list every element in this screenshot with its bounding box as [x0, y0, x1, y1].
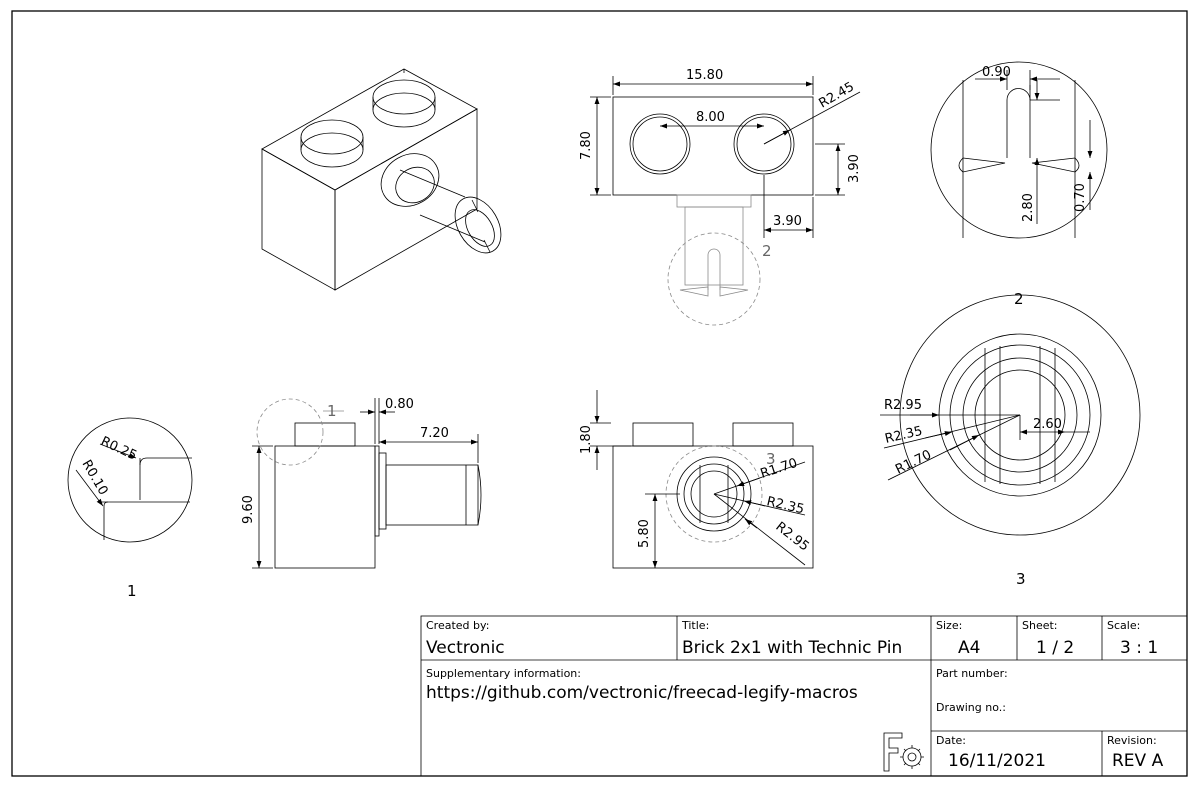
- front-pin-inner: [690, 470, 738, 518]
- date-value: 16/11/2021: [948, 751, 1046, 771]
- detail-1-boundary: [67, 417, 193, 543]
- dim-detail3-r3: R1.70: [893, 447, 934, 477]
- dim-front-r1: R1.70: [759, 456, 800, 482]
- part-number-label: Part number:: [936, 667, 1008, 680]
- dim-top-radius: R2.45: [817, 79, 857, 111]
- detail-2-view: 0.90 2.80 0.70 2: [930, 61, 1108, 308]
- sheet-label: Sheet:: [1022, 619, 1058, 632]
- dim-side-height: 9.60: [241, 495, 256, 524]
- detail-2-label: 2: [1014, 290, 1024, 308]
- detail-3-view: R2.95 R2.35 R1.70 2.60 3: [880, 294, 1141, 588]
- title-value: Brick 2x1 with Technic Pin: [682, 638, 902, 658]
- dim-detail2-length: 2.80: [1021, 193, 1036, 222]
- top-stud-circle-1: [629, 113, 691, 175]
- iso-stud-1: [300, 119, 364, 155]
- dim-front-pin-height: 5.80: [637, 519, 652, 548]
- dim-top-offset-x: 3.90: [773, 214, 802, 229]
- side-view: 1 0.80 7.20 9.60: [241, 397, 482, 569]
- scale-label: Scale:: [1107, 619, 1140, 632]
- dim-front-r3: R2.95: [773, 519, 812, 554]
- title-label: Title:: [681, 619, 709, 632]
- dim-side-pin: 7.20: [420, 426, 449, 441]
- created-by-value: Vectronic: [426, 638, 505, 658]
- iso-pin-end: [454, 196, 502, 254]
- detail-1-circle: [256, 398, 324, 466]
- detail-2-boundary: [930, 61, 1108, 239]
- side-body: [274, 445, 376, 569]
- dim-detail2-width: 0.90: [982, 65, 1011, 80]
- sheet-frame: [11, 10, 1188, 777]
- created-by-label: Created by:: [426, 619, 489, 632]
- top-stud-circle-2: [733, 113, 795, 175]
- dim-detail1-r2: R0.10: [79, 458, 111, 498]
- sheet-value: 1 / 2: [1036, 638, 1074, 658]
- detail-3-ref: 3: [766, 450, 776, 468]
- supplementary-value: https://github.com/vectronic/freecad-leg…: [426, 683, 858, 703]
- scale-value: 3 : 1: [1120, 638, 1158, 658]
- detail-1-ref: 1: [327, 402, 337, 420]
- freecad-logo-icon: [883, 732, 924, 772]
- side-stud: [294, 422, 356, 447]
- dim-top-offset-y: 3.90: [847, 154, 862, 183]
- front-stud-1: [632, 422, 694, 447]
- top-view: 2 15.80 7.80 8.00 R2.45 3.90 3.90: [579, 68, 862, 326]
- dim-front-stud: 1.80: [579, 425, 594, 454]
- iso-top-face: [261, 68, 478, 191]
- iso-left-face: [261, 148, 336, 291]
- detail-2-ref: 2: [762, 242, 772, 260]
- title-block: Created by: Vectronic Title: Brick 2x1 w…: [420, 615, 1188, 777]
- isometric-view: [261, 68, 502, 291]
- revision-value: REV A: [1112, 751, 1164, 771]
- supplementary-label: Supplementary information:: [426, 667, 581, 680]
- dim-detail1-r1: R0.25: [98, 434, 139, 464]
- detail-3-label: 3: [1016, 570, 1026, 588]
- iso-pin-collar: [380, 153, 440, 207]
- revision-label: Revision:: [1107, 734, 1157, 747]
- side-pin: [385, 464, 479, 526]
- dim-top-width: 15.80: [686, 68, 723, 83]
- dim-top-height: 7.80: [579, 131, 594, 160]
- dim-detail3-d: 2.60: [1033, 417, 1062, 432]
- iso-right-face: [334, 108, 478, 291]
- front-stud-2: [732, 422, 794, 447]
- dim-detail2-depth: 0.70: [1073, 183, 1088, 212]
- detail-1-label: 1: [127, 582, 137, 600]
- date-label: Date:: [936, 734, 966, 747]
- drawing-no-label: Drawing no.:: [936, 701, 1006, 714]
- dim-side-stud: 0.80: [385, 397, 414, 412]
- detail-1-view: R0.25 R0.10 1: [67, 417, 193, 600]
- dim-top-spacing: 8.00: [696, 110, 725, 125]
- dim-front-r2: R2.35: [765, 494, 805, 517]
- dim-detail3-r1: R2.95: [884, 398, 922, 413]
- iso-stud-2: [372, 79, 436, 115]
- size-label: Size:: [936, 619, 962, 632]
- size-value: A4: [958, 638, 980, 658]
- detail-2-circle: [667, 232, 761, 326]
- front-view: 3 1.80 5.80 R1.70 R2.35 R2.95: [579, 390, 814, 569]
